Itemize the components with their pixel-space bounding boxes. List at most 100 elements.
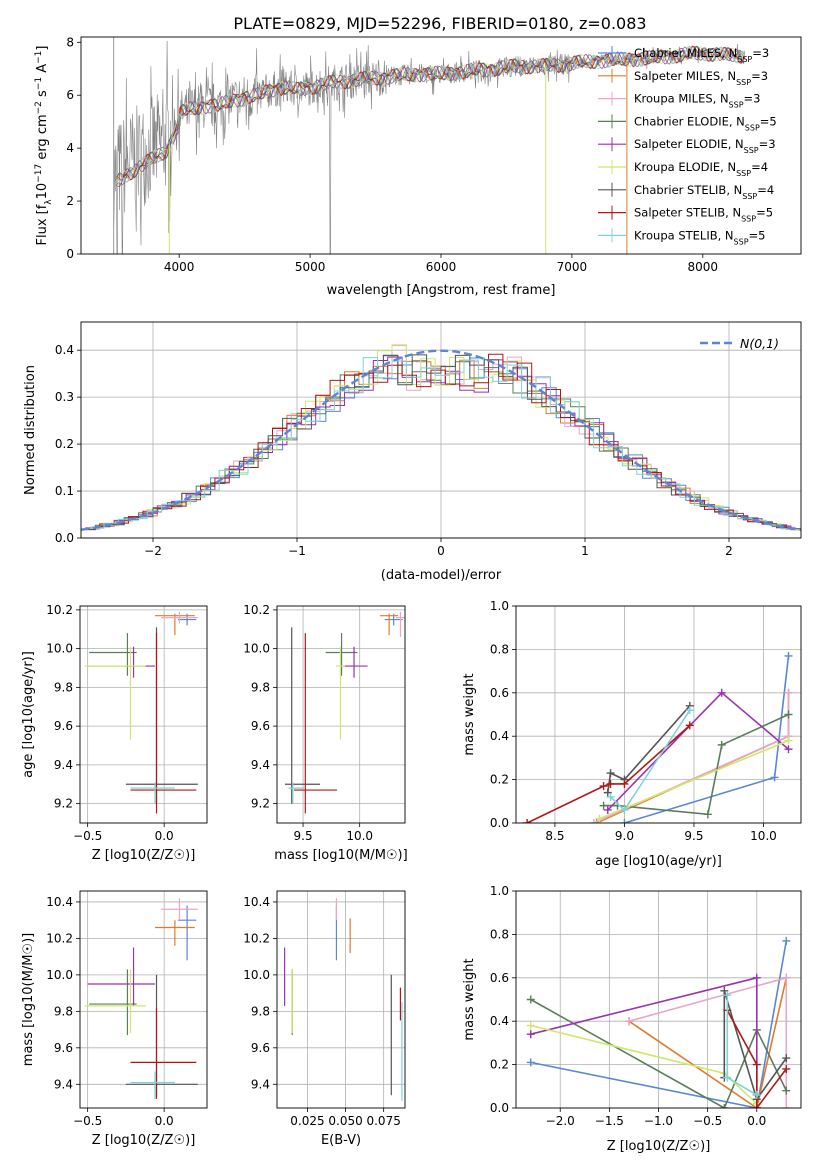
figure-title: PLATE=0829, MJD=52296, FIBERID=0180, z=0… [233,14,646,33]
mass-vs-Z-ylabel: mass [log10(M/M☉)] [21,933,36,1066]
spectrum-ylabel-part: −17 [34,164,44,183]
weight-marker [720,986,729,995]
weight-vs-age-xtick-label: 9.5 [684,829,703,843]
legend-nssp: =4 [751,160,768,174]
legend-sub: SSP [745,123,760,132]
residuals-ytick-label: 0.4 [55,343,74,357]
weight-vs-Z-xtick-label: −2.0 [546,1114,575,1128]
weight-line [530,940,788,1108]
weight-marker [599,801,608,810]
weight-marker [752,1104,761,1108]
legend-name: Chabrier MILES, N [634,46,737,60]
weight-vs-Z-ytick-label: 0.8 [490,927,509,941]
mass-vs-Z-frame [79,890,208,1109]
weight-line [599,739,789,820]
spectrum-ylabel-part: −2 [34,101,44,114]
gaussian-curve [81,349,801,531]
age-vs-Z-frame [79,605,208,824]
mass-vs-Z-xlabel: Z [log10(Z/Z☉)] [92,1133,196,1148]
weight-marker [720,1104,729,1108]
weight-marker [620,805,629,814]
weight-vs-Z-ytick-label: 1.0 [490,884,509,898]
legend-name: Kroupa STELIB, N [634,228,734,242]
legend-name: Salpeter MILES, N [634,69,736,83]
mass-vs-Z-xtick-label: 0.0 [155,1114,174,1128]
age-vs-Z-ytick-label: 9.2 [54,797,73,811]
spectrum-legend-label: Salpeter MILES, NSSP=3 [634,69,768,87]
spectrum-ytick-label: 6 [66,88,74,102]
spectrum-ylabel-part: Flux [f [35,204,50,245]
legend-nssp: =3 [751,69,768,83]
weight-vs-age-ytick-label: 0.0 [490,816,509,830]
mass-vs-Z-xtick-label: −0.5 [73,1114,102,1128]
residual-histogram [85,359,801,531]
age-vs-Z-ytick-label: 10.0 [46,642,73,656]
mass-vs-EBV-ytick-label: 9.4 [251,1077,270,1091]
spectrum-legend-label: Kroupa MILES, NSSP=3 [634,92,760,110]
mass-vs-EBV-frame [276,890,406,1109]
weight-vs-Z-plot-area [526,936,791,1108]
weight-marker [723,1073,732,1082]
spectrum-legend-label: Kroupa ELODIE, NSSP=4 [634,160,768,178]
spectrum-ylabel-part: erg cm [35,114,50,163]
mass-vs-EBV-plot-area [284,898,403,1101]
weight-line [628,977,788,1108]
age-vs-mass-plot-area [284,611,405,814]
weight-vs-age-plot-area [523,651,793,823]
weight-marker [752,973,761,982]
age-vs-mass-xlabel: mass [log10(M/M☉)] [274,848,407,863]
mass-vs-Z-ytick-label: 10.4 [46,895,73,909]
residual-histogram [85,353,801,530]
spectrum-ytick-label: 0 [66,247,74,261]
age-vs-mass-xtick-label: 9.5 [294,829,313,843]
age-vs-mass-xtick-label: 10.0 [346,829,373,843]
weight-vs-Z-ytick-label: 0.2 [490,1058,509,1072]
mass-vs-EBV-ytick-label: 9.8 [251,1004,270,1018]
weight-vs-Z-ytick-label: 0.6 [490,971,509,985]
spectrum-ylabel-part: λ [44,199,54,205]
spectrum-xlabel: wavelength [Angstrom, rest frame] [327,283,556,298]
age-vs-Z-ytick-label: 9.8 [54,680,73,694]
spectrum-ylabel-part: −1 [34,77,44,90]
age-vs-Z-ytick-label: 9.6 [54,719,73,733]
mass-vs-Z-plot-area [84,898,198,1099]
spectrum-model-line [117,45,744,185]
legend-nssp: =5 [749,228,766,242]
weight-marker [784,710,793,719]
weight-vs-age-axes: 8.5 9.0 9.5 10.0 0.0 0.2 0.4 0.6 0.8 1.0 age [log1… [462,599,802,869]
mass-vs-EBV-xlabel: E(B-V) [321,1133,361,1148]
weight-vs-age-ytick-label: 0.8 [490,642,509,656]
spectrum-legend-label: Kroupa STELIB, NSSP=5 [634,228,765,246]
weight-marker [526,1058,535,1067]
weight-vs-Z-xlabel: Z [log10(Z/Z☉)] [607,1139,711,1154]
age-vs-Z-plot-area [84,611,198,814]
weight-marker [625,1017,634,1026]
weight-vs-Z-xtick-label: −1.5 [595,1114,624,1128]
legend-name: Salpeter STELIB, N [634,206,741,220]
residuals-xlabel: (data-model)/error [381,568,502,583]
residuals-ytick-label: 0.3 [55,390,74,404]
weight-marker [589,819,598,823]
legend-name: Chabrier ELODIE, N [634,114,745,128]
residual-histogram [89,357,801,530]
weight-marker [723,991,732,1000]
weight-marker [752,1060,761,1069]
weight-line [530,998,788,1108]
legend-sub: SSP [737,55,752,64]
age-vs-mass-ytick-label: 10.0 [243,642,270,656]
weight-vs-age-xtick-label: 9.0 [615,829,634,843]
spectrum-xtick-label: 7000 [557,260,588,274]
age-vs-Z-xlabel: Z [log10(Z/Z☉)] [92,848,196,863]
age-vs-Z-axes: −0.5 0.0 9.2 9.4 9.6 9.8 10.0 10.2 Z [log10(Z/Z☉… [21,603,208,863]
weight-line [596,692,790,823]
spectrum-ylabel-part: s [35,90,50,101]
mass-vs-EBV-xtick-label: 0.025 [290,1114,324,1128]
spectrum-xtick-label: 4000 [164,260,195,274]
weight-marker [752,1090,761,1099]
spectrum-legend-label: Salpeter ELODIE, NSSP=3 [634,137,776,155]
weight-line [607,705,691,793]
weight-vs-age-xlabel: age [log10(age/yr)] [595,854,722,869]
legend-name: Chabrier STELIB, N [634,183,742,197]
residual-legend-label: N(0,1) [740,336,779,351]
